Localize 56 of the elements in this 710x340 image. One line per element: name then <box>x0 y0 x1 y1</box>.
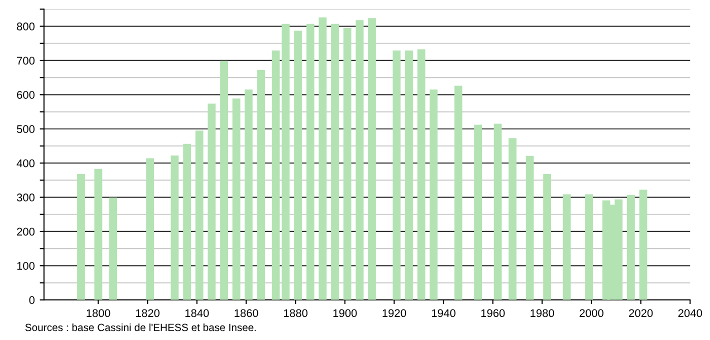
bar <box>368 18 376 300</box>
bar <box>318 17 327 300</box>
y-tick-label: 400 <box>16 159 35 168</box>
bar <box>526 156 534 300</box>
bar <box>170 156 179 300</box>
bar <box>417 49 426 300</box>
bar <box>244 90 253 300</box>
y-tick-label: 600 <box>17 90 35 99</box>
bar <box>294 30 302 300</box>
bar <box>232 98 240 300</box>
y-tick-label: 800 <box>16 22 35 30</box>
bar <box>392 50 401 300</box>
bar <box>508 138 517 300</box>
x-tick-label: 1840 <box>185 309 209 318</box>
x-tick-label: 2020 <box>629 309 653 318</box>
bar <box>146 158 154 300</box>
y-tick-label: 700 <box>17 56 35 65</box>
x-tick-label: 1940 <box>432 309 456 318</box>
bar <box>585 194 593 300</box>
bar <box>331 24 339 300</box>
x-tick-label: 1900 <box>333 309 357 318</box>
x-tick-label: 1860 <box>234 309 258 318</box>
bar <box>94 168 102 300</box>
source-note: Sources : base Cassini de l'EHESS et base Insee. <box>25 323 256 332</box>
bar <box>109 198 118 300</box>
x-tick-label: 1960 <box>481 309 505 318</box>
x-tick-label: 2000 <box>580 309 604 318</box>
y-tick-label: 200 <box>17 228 35 236</box>
bar <box>343 28 352 300</box>
bar <box>208 104 216 300</box>
y-tick-label: 100 <box>17 262 35 270</box>
x-tick-label: 1820 <box>136 309 160 318</box>
bar <box>405 50 413 300</box>
bar <box>562 194 571 300</box>
y-tick-label: 300 <box>16 194 35 202</box>
x-tick-label: 1980 <box>530 309 554 318</box>
bar <box>257 70 265 300</box>
bar <box>306 24 314 300</box>
y-tick-label: 0 <box>29 296 35 304</box>
bar <box>626 194 635 300</box>
x-tick-label: 2040 <box>678 309 702 318</box>
bar <box>220 60 228 300</box>
x-tick-label: 1800 <box>86 309 110 318</box>
bar <box>183 144 191 300</box>
bar <box>77 174 85 300</box>
bar <box>430 90 438 300</box>
bar <box>195 130 204 300</box>
bar <box>494 124 502 300</box>
bar <box>356 20 364 300</box>
bar <box>474 124 482 300</box>
x-tick-label: 1920 <box>382 309 406 318</box>
x-tick-label: 1880 <box>284 309 308 318</box>
bar <box>454 86 462 300</box>
bar <box>543 174 552 300</box>
y-tick-label: 500 <box>16 125 35 134</box>
bar <box>639 190 648 300</box>
